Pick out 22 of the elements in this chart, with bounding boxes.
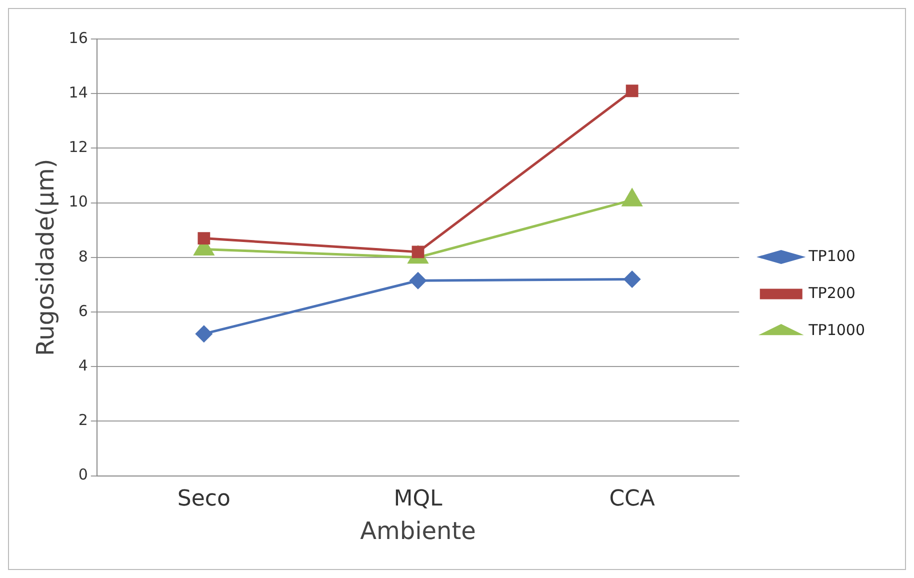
legend-label: TP1000 <box>808 320 866 339</box>
y-tick-label: 8 <box>78 247 88 266</box>
point <box>410 272 426 289</box>
y-tick-label: 12 <box>68 138 88 156</box>
y-axis-title: Rugosidade(μm) <box>32 158 60 356</box>
x-tick-label: MQL <box>394 486 444 512</box>
x-tick-label: CCA <box>609 486 655 512</box>
y-tick-label: 16 <box>68 28 88 47</box>
y-tick-label: 4 <box>78 356 88 374</box>
point <box>196 326 212 342</box>
y-tick-label: 2 <box>78 411 88 430</box>
legend-label: TP200 <box>808 284 856 302</box>
legend-label: TP100 <box>808 246 856 265</box>
x-tick-label: Seco <box>177 486 230 512</box>
point <box>198 232 210 244</box>
point <box>626 84 638 98</box>
y-tick-label: 6 <box>78 302 88 320</box>
x-axis-title: Ambiente <box>360 516 476 545</box>
point <box>624 270 640 288</box>
y-tick-label: 14 <box>68 83 88 102</box>
y-tick-label: 0 <box>78 466 88 484</box>
y-tick-label: 10 <box>68 192 88 211</box>
